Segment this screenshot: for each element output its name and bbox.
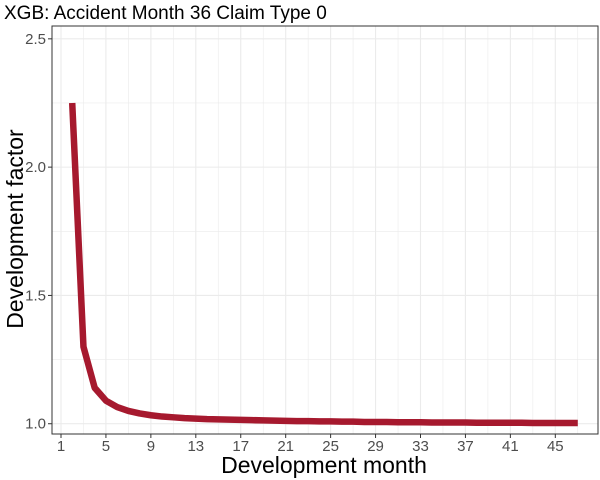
grid-lines (52, 26, 598, 434)
y-tick-label: 2.5 (25, 31, 46, 48)
y-tick-label: 2.0 (25, 159, 46, 176)
x-tick-label: 45 (547, 438, 564, 455)
x-tick-label: 9 (147, 438, 155, 455)
x-tick-label: 41 (502, 438, 519, 455)
x-tick-label: 33 (412, 438, 429, 455)
x-tick-label: 1 (57, 438, 65, 455)
x-tick-label: 37 (457, 438, 474, 455)
x-tick-label: 21 (277, 438, 294, 455)
x-axis-label: Development month (221, 452, 427, 478)
chart-title: XGB: Accident Month 36 Claim Type 0 (4, 3, 327, 24)
x-tick-label: 17 (232, 438, 249, 455)
y-axis-label: Development factor (2, 129, 28, 329)
x-tick-label: 13 (187, 438, 204, 455)
x-tick-label: 29 (367, 438, 384, 455)
x-tick-label: 25 (322, 438, 339, 455)
y-axis: 1.0 1.5 2.0 2.5 (25, 31, 52, 433)
x-tick-label: 5 (102, 438, 110, 455)
series-layer (68, 102, 578, 427)
y-tick-label: 1.5 (25, 287, 46, 304)
panel-border (51, 25, 599, 435)
y-tick-label: 1.0 (25, 416, 46, 433)
series-line (68, 102, 578, 427)
x-axis: 1 5 9 13 17 21 25 29 33 37 41 45 (57, 434, 564, 455)
